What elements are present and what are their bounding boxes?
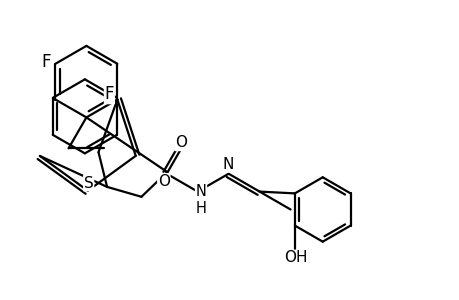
Text: F: F	[104, 85, 114, 103]
Text: S: S	[84, 176, 93, 191]
Text: N
H: N H	[195, 184, 206, 216]
Text: F: F	[41, 53, 51, 71]
Text: OH: OH	[283, 250, 307, 266]
Text: O: O	[157, 174, 169, 189]
Text: O: O	[174, 135, 186, 150]
Text: N: N	[222, 157, 233, 172]
